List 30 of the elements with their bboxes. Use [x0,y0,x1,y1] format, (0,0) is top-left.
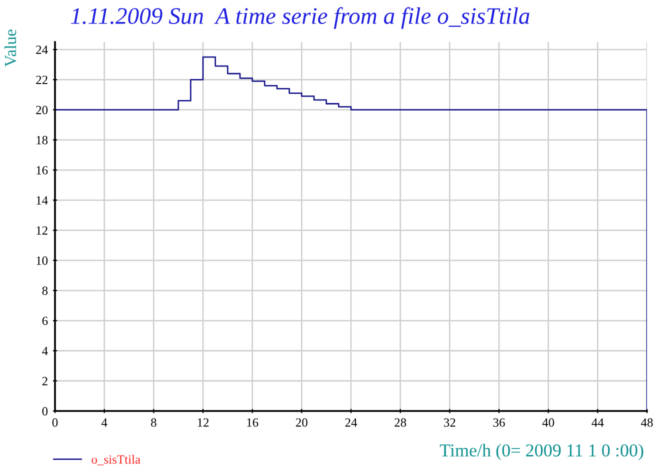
y-tick-label: 22 [36,76,48,84]
y-tick-label: 18 [36,136,48,144]
x-tick-label: 24 [345,418,358,427]
y-tick-label: 8 [42,286,48,295]
y-tick-label: 20 [36,106,48,114]
y-tick-label: 2 [42,376,48,386]
x-tick-label: 20 [296,418,308,427]
x-tick-label: 4 [101,418,108,427]
y-tick-label: 4 [42,346,48,356]
y-tick-label: 10 [36,256,48,265]
x-tick-label: 36 [493,418,505,427]
x-tick-label: 8 [151,418,156,427]
y-tick-label: 0 [42,407,48,416]
x-axis-title: Time/h (0= 2009 11 1 0 :00) [440,444,644,460]
x-tick-label: 44 [592,418,604,427]
x-tick-label: 28 [394,418,406,427]
y-tick-label: 24 [36,46,48,54]
y-tick-label: 14 [36,196,48,204]
x-tick-label: 16 [247,418,258,427]
x-tick-label: 12 [198,418,209,427]
y-tick-label: 16 [36,166,48,174]
chart-title: 1.11.2009 Sun A time serie from a file o_sisTtila [70,7,530,29]
x-tick-label: 48 [640,418,653,427]
x-tick-label: 32 [444,418,456,427]
y-tick-label: 6 [42,316,48,326]
legend-label: o_sisTtila [92,454,140,466]
y-axis-title: Value [4,30,16,67]
x-tick-label: 0 [52,418,58,427]
y-tick-label: 12 [36,226,48,235]
x-tick-label: 40 [542,418,554,427]
